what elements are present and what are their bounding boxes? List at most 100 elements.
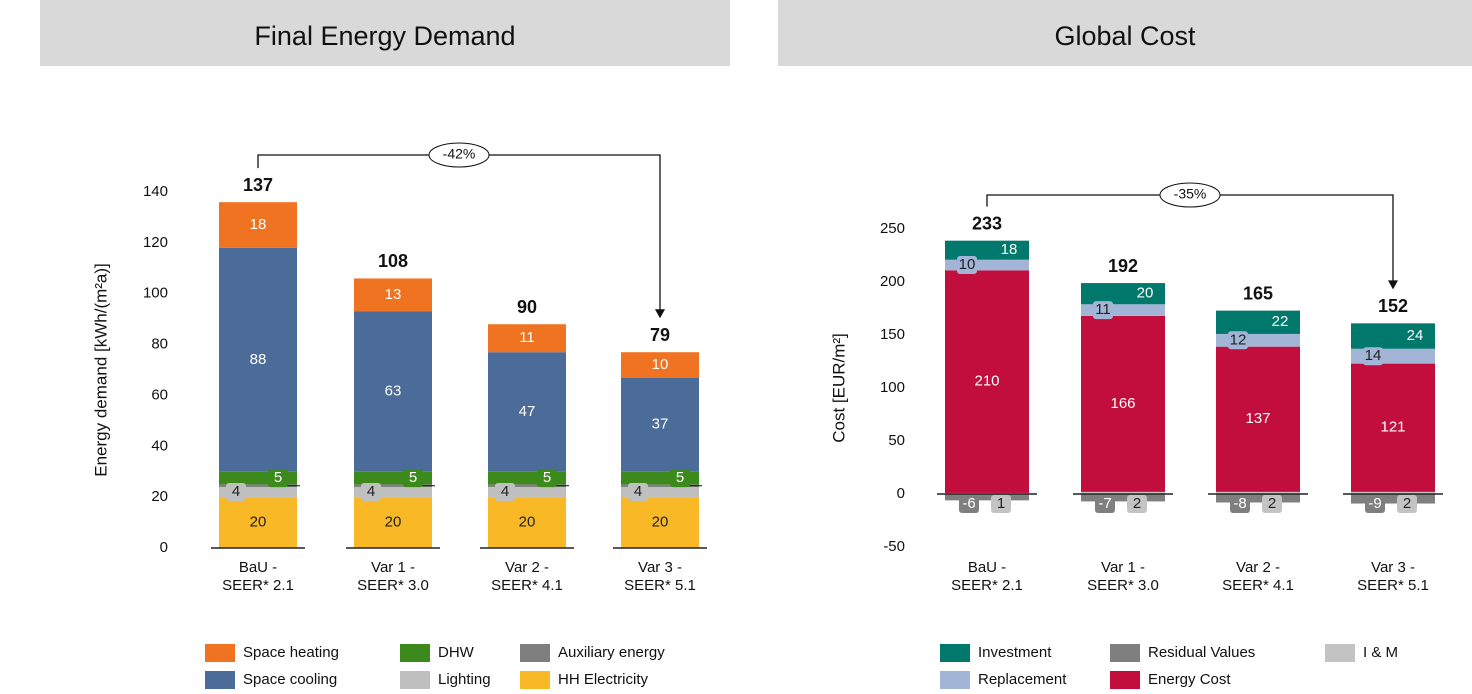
y-tick-label: 250 (880, 220, 905, 237)
total-label: 137 (243, 175, 273, 195)
value-label: 63 (385, 383, 402, 400)
legend-label: Space cooling (243, 671, 337, 688)
value-label: 20 (1137, 285, 1154, 302)
y-tick-label: -50 (883, 538, 905, 555)
value-label: 24 (1407, 327, 1424, 344)
legend-label: Energy Cost (1148, 671, 1231, 688)
value-label: 18 (1001, 241, 1018, 258)
x-tick-label: Var 2 - (1236, 559, 1280, 576)
x-tick-label: Var 2 - (505, 559, 549, 576)
label-box (670, 469, 690, 488)
x-tick-label: Var 3 - (1371, 559, 1415, 576)
value-label: 5 (274, 469, 282, 486)
value-label: 10 (652, 356, 669, 373)
x-tick-label: SEER* 2.1 (951, 577, 1023, 594)
value-label: 2 (1268, 495, 1276, 512)
value-label: 88 (250, 351, 267, 368)
annotation-bubble (1159, 182, 1221, 208)
bar-segment (219, 202, 297, 248)
bar-segment (354, 484, 432, 487)
legend-swatch (940, 671, 970, 689)
bar-segment (1081, 315, 1165, 492)
legend-label: HH Electricity (558, 671, 649, 688)
bar-segment (488, 324, 566, 353)
label-box (1363, 347, 1383, 366)
legend-swatch (940, 644, 970, 662)
y-tick-label: 0 (897, 485, 905, 502)
legend-label: Auxiliary energy (558, 644, 665, 661)
legend-swatch (1110, 644, 1140, 662)
bar-segment (488, 352, 566, 472)
x-tick-label: SEER* 3.0 (1087, 577, 1159, 594)
label-box (495, 483, 515, 502)
y-tick-label: 200 (880, 273, 905, 290)
value-label: 14 (1365, 347, 1382, 364)
legend-label: Lighting (438, 671, 491, 688)
value-label: 10 (959, 256, 976, 273)
bar-segment (219, 497, 297, 548)
x-tick-label: SEER* 4.1 (491, 577, 563, 594)
annotation-arrow (257, 154, 661, 311)
bar-segment (621, 377, 699, 472)
value-label: 22 (1272, 313, 1289, 330)
header-band (40, 0, 730, 66)
bar-segment (354, 311, 432, 472)
label-box (1228, 331, 1248, 350)
value-label: 5 (409, 469, 417, 486)
x-tick-label: Var 1 - (371, 559, 415, 576)
total-label: 108 (378, 251, 408, 271)
value-label: 4 (634, 483, 642, 500)
value-label: 18 (250, 216, 267, 233)
label-box (1262, 495, 1282, 513)
legend-swatch (205, 644, 235, 662)
value-label: 1 (437, 477, 445, 494)
label-box (959, 495, 979, 513)
annotation-arrow (986, 194, 1394, 282)
x-tick-label: BaU - (968, 559, 1006, 576)
value-label: -7 (1098, 495, 1111, 512)
y-tick-label: 100 (880, 379, 905, 396)
total-label: 192 (1108, 256, 1138, 276)
y-tick-label: 50 (888, 432, 905, 449)
annotation-bubble (428, 142, 490, 168)
legend-swatch (205, 671, 235, 689)
y-tick-label: 140 (143, 183, 168, 200)
label-box (361, 483, 381, 502)
bar-segment (1081, 304, 1165, 316)
arrow-head (655, 309, 665, 319)
legend-label: Investment (978, 644, 1052, 661)
x-tick-label: BaU - (239, 559, 277, 576)
bar-segment (621, 486, 699, 498)
label-box (226, 483, 246, 502)
bar-segment (488, 484, 566, 487)
label-box (537, 469, 557, 488)
annotation: -42% (443, 146, 476, 162)
label-box (991, 495, 1011, 513)
legend-label: DHW (438, 644, 475, 661)
y-axis-label: Cost [EUR/m²] (829, 333, 848, 443)
bar-segment (1351, 363, 1435, 492)
bar-segment (945, 259, 1029, 271)
value-label: 1 (704, 477, 712, 494)
label-box (403, 469, 423, 488)
value-label: 2 (1403, 495, 1411, 512)
legend-swatch (1110, 671, 1140, 689)
label-box (1093, 301, 1113, 320)
arrow-head (1388, 280, 1398, 290)
value-label: 37 (652, 416, 669, 433)
total-label: 79 (650, 325, 670, 345)
bar-segment (621, 497, 699, 548)
bar-segment (1351, 323, 1435, 349)
bar-segment (354, 497, 432, 548)
value-label: 20 (519, 514, 536, 531)
value-label: 47 (519, 403, 536, 420)
bar-segment (354, 278, 432, 312)
label-box (268, 469, 288, 488)
label-box (1230, 495, 1250, 513)
bar-segment (945, 240, 1029, 260)
y-tick-label: 0 (160, 539, 168, 556)
y-tick-label: 20 (151, 488, 168, 505)
label-box (1397, 495, 1417, 513)
value-label: 1 (302, 477, 310, 494)
